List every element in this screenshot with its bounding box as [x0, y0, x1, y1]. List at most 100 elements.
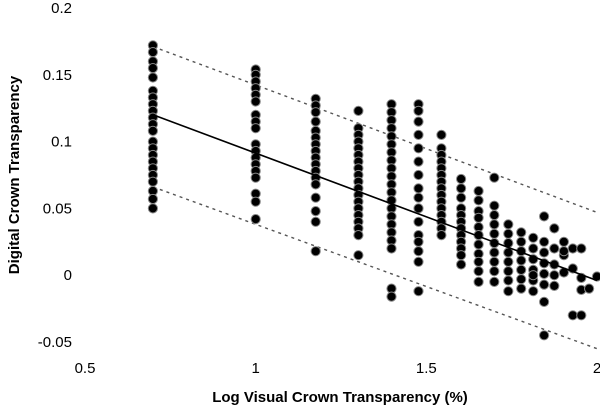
data-point — [576, 310, 587, 321]
data-point — [413, 246, 424, 257]
data-point — [147, 176, 158, 187]
data-point — [489, 228, 500, 239]
data-point — [413, 143, 424, 154]
y-tick-label: 0.1 — [51, 134, 72, 151]
y-tick-label: 0.15 — [43, 67, 72, 84]
data-point — [353, 230, 364, 241]
data-point — [473, 239, 484, 250]
data-point — [539, 236, 550, 247]
fit-line — [152, 114, 598, 282]
data-point — [489, 247, 500, 258]
data-point — [456, 183, 467, 194]
data-point — [528, 286, 539, 297]
data-point — [250, 123, 261, 134]
data-point — [436, 129, 447, 140]
prediction-interval-lines — [153, 46, 598, 350]
data-point — [549, 280, 560, 291]
data-point — [489, 172, 500, 183]
data-point — [528, 232, 539, 243]
data-point — [413, 156, 424, 167]
data-point — [413, 105, 424, 117]
x-axis-ticks: 0.5 1 1.5 2 — [75, 360, 600, 377]
data-point — [456, 173, 467, 185]
data-point — [539, 279, 550, 290]
data-point — [353, 105, 364, 117]
data-point — [539, 211, 550, 222]
y-axis-label: Digital Crown Transparency — [6, 75, 23, 274]
data-point — [147, 193, 158, 205]
data-point — [503, 275, 514, 286]
data-point — [503, 219, 514, 230]
data-point — [489, 266, 500, 277]
data-point — [503, 228, 514, 239]
data-point — [386, 243, 397, 254]
data-point — [489, 219, 500, 230]
data-point — [413, 286, 424, 297]
data-point — [310, 206, 321, 217]
data-point — [413, 203, 424, 214]
data-point — [413, 256, 424, 267]
data-point — [413, 116, 424, 127]
data-point — [473, 185, 484, 197]
data-point — [567, 310, 578, 321]
data-point — [413, 129, 424, 140]
data-point — [516, 236, 527, 247]
data-point — [310, 246, 321, 257]
data-point — [250, 196, 261, 207]
upper-prediction-line — [153, 46, 598, 214]
x-axis-label: Log Visual Crown Transparency (%) — [212, 389, 468, 406]
data-point — [576, 243, 587, 254]
data-point — [503, 286, 514, 297]
data-point — [310, 116, 321, 127]
data-point — [516, 283, 527, 294]
data-point — [503, 256, 514, 267]
data-point — [528, 270, 539, 281]
data-point — [489, 200, 500, 211]
data-point — [473, 212, 484, 223]
data-point — [456, 192, 467, 203]
data-point — [584, 283, 595, 294]
data-point — [147, 72, 158, 83]
lower-prediction-line — [153, 186, 598, 350]
data-point — [473, 195, 484, 206]
data-point — [353, 250, 364, 261]
data-point — [516, 274, 527, 285]
data-point — [516, 264, 527, 275]
data-point — [413, 183, 424, 194]
data-point — [558, 236, 570, 247]
data-point — [456, 259, 467, 270]
y-tick-label: 0.05 — [43, 200, 72, 217]
data-point — [489, 210, 500, 221]
data-point — [413, 192, 424, 203]
data-point — [147, 63, 158, 74]
x-tick-label: 1.5 — [416, 360, 437, 377]
data-point — [147, 125, 158, 136]
data-point — [436, 230, 447, 241]
data-point — [567, 243, 578, 254]
data-point — [528, 243, 539, 254]
data-point — [549, 270, 560, 281]
regression-line — [152, 114, 598, 282]
y-tick-label: 0 — [64, 267, 72, 284]
data-point — [549, 243, 560, 254]
data-point — [250, 214, 261, 225]
x-tick-label: 2 — [593, 360, 600, 377]
data-point — [310, 216, 321, 227]
data-point — [473, 256, 484, 267]
data-point — [413, 216, 424, 227]
data-point — [456, 250, 467, 261]
data-point — [250, 172, 261, 183]
data-point — [516, 255, 527, 266]
x-tick-label: 1 — [251, 360, 259, 377]
data-point — [503, 266, 514, 277]
data-point — [473, 276, 484, 287]
data-points — [147, 40, 600, 341]
data-point — [147, 47, 158, 58]
data-point — [489, 256, 500, 267]
data-point — [473, 266, 484, 277]
y-tick-label: 0.2 — [51, 0, 72, 17]
data-point — [147, 203, 158, 214]
data-point — [310, 192, 321, 203]
y-tick-label: -0.05 — [38, 334, 72, 351]
